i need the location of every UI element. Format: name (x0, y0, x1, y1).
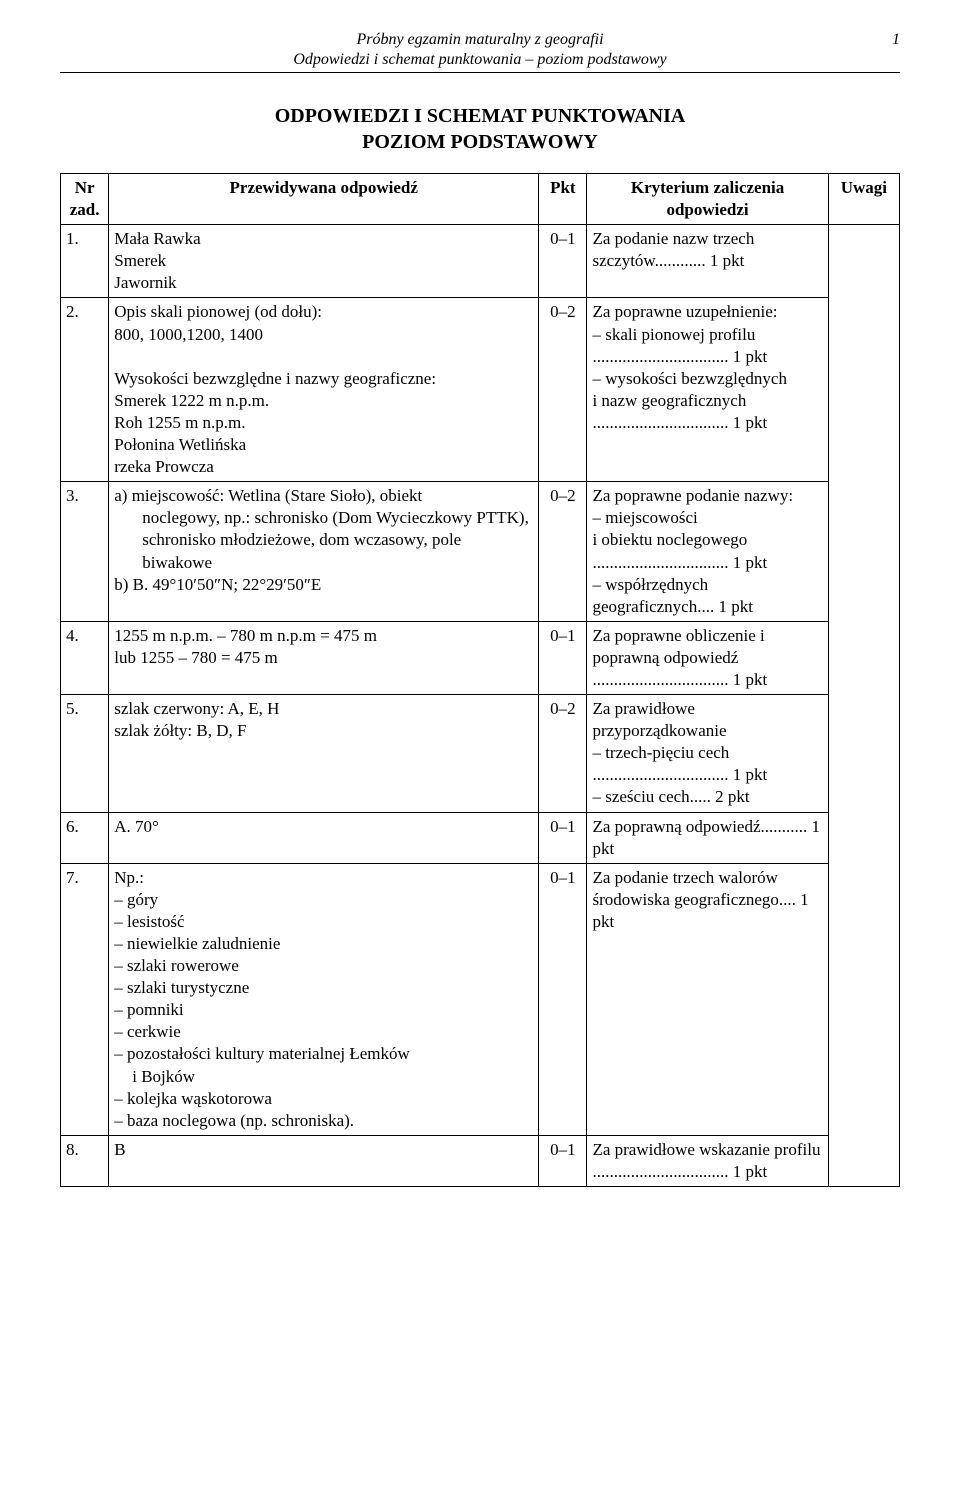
cell-kryterium: Za poprawną odpowiedź........... 1 pkt (587, 812, 828, 863)
header-line-2: Odpowiedzi i schemat punktowania – pozio… (293, 51, 666, 68)
col-header-kryt-line2: odpowiedzi (666, 200, 748, 219)
cell-uwagi (828, 225, 899, 1187)
cell-answer: Opis skali pionowej (od dołu):800, 1000,… (109, 298, 539, 482)
cell-pkt: 0–2 (539, 695, 587, 812)
table-row: 2. Opis skali pionowej (od dołu):800, 10… (61, 298, 900, 482)
col-header-pkt: Pkt (539, 174, 587, 225)
col-header-uwagi: Uwagi (828, 174, 899, 225)
cell-nr: 1. (61, 225, 109, 298)
cell-nr: 5. (61, 695, 109, 812)
table-row: 5. szlak czerwony: A, E, Hszlak żółty: B… (61, 695, 900, 812)
cell-kryterium: Za prawidłowe wskazanie profilu.........… (587, 1135, 828, 1186)
cell-answer: szlak czerwony: A, E, Hszlak żółty: B, D… (109, 695, 539, 812)
page-number: 1 (892, 30, 900, 50)
cell-pkt: 0–2 (539, 482, 587, 622)
title-line-1: ODPOWIEDZI I SCHEMAT PUNKTOWANIA (275, 105, 686, 127)
table-header-row: Nr zad. Przewidywana odpowiedź Pkt Kryte… (61, 174, 900, 225)
cell-nr: 7. (61, 863, 109, 1135)
answer-line-indent: i Bojków (114, 1066, 533, 1088)
cell-answer: Mała RawkaSmerekJawornik (109, 225, 539, 298)
cell-answer: Np.:– góry– lesistość– niewielkie zaludn… (109, 863, 539, 1135)
cell-answer: 1255 m n.p.m. – 780 m n.p.m = 475 mlub 1… (109, 621, 539, 694)
col-header-answer: Przewidywana odpowiedź (109, 174, 539, 225)
cell-pkt: 0–1 (539, 812, 587, 863)
answer-line: – kolejka wąskotorowa– baza noclegowa (n… (114, 1089, 354, 1130)
cell-kryterium: Za podanie trzech walorów środowiska geo… (587, 863, 828, 1135)
cell-answer: B (109, 1135, 539, 1186)
cell-nr: 3. (61, 482, 109, 622)
table-row: 1. Mała RawkaSmerekJawornik 0–1 Za podan… (61, 225, 900, 298)
cell-kryterium: Za poprawne obliczenie i poprawną odpowi… (587, 621, 828, 694)
cell-kryterium: Za poprawne podanie nazwy:– miejscowości… (587, 482, 828, 622)
table-row: 7. Np.:– góry– lesistość– niewielkie zal… (61, 863, 900, 1135)
cell-pkt: 0–1 (539, 621, 587, 694)
cell-nr: 6. (61, 812, 109, 863)
cell-pkt: 0–2 (539, 298, 587, 482)
cell-answer: a) miejscowość: Wetlina (Stare Sioło), o… (109, 482, 539, 622)
cell-kryterium: Za podanie nazw trzech szczytów.........… (587, 225, 828, 298)
document-title: ODPOWIEDZI I SCHEMAT PUNKTOWANIA POZIOM … (60, 103, 900, 155)
answer-line: Np.:– góry– lesistość– niewielkie zaludn… (114, 868, 410, 1064)
title-line-2: POZIOM PODSTAWOWY (362, 131, 598, 153)
col-header-nr: Nr zad. (61, 174, 109, 225)
col-header-kryterium: Kryterium zaliczenia odpowiedzi (587, 174, 828, 225)
table-row: 3. a) miejscowość: Wetlina (Stare Sioło)… (61, 482, 900, 622)
answer-line: b) B. 49°10′50″N; 22°29′50″E (114, 575, 321, 594)
cell-nr: 8. (61, 1135, 109, 1186)
table-row: 8. B 0–1 Za prawidłowe wskazanie profilu… (61, 1135, 900, 1186)
answer-line: a) miejscowość: Wetlina (Stare Sioło), o… (114, 486, 422, 505)
cell-pkt: 0–1 (539, 225, 587, 298)
cell-kryterium: Za prawidłowe przyporządkowanie– trzech-… (587, 695, 828, 812)
col-header-kryt-line1: Kryterium zaliczenia (631, 178, 784, 197)
cell-nr: 2. (61, 298, 109, 482)
answers-table: Nr zad. Przewidywana odpowiedź Pkt Kryte… (60, 173, 900, 1187)
page: 1 Próbny egzamin maturalny z geografii O… (0, 0, 960, 1227)
answer-line-indent: noclegowy, np.: schronisko (Dom Wycieczk… (114, 507, 533, 573)
page-header: 1 Próbny egzamin maturalny z geografii O… (60, 30, 900, 73)
table-row: 4. 1255 m n.p.m. – 780 m n.p.m = 475 mlu… (61, 621, 900, 694)
cell-pkt: 0–1 (539, 1135, 587, 1186)
cell-kryterium: Za poprawne uzupełnienie:– skali pionowe… (587, 298, 828, 482)
cell-nr: 4. (61, 621, 109, 694)
table-row: 6. A. 70° 0–1 Za poprawną odpowiedź.....… (61, 812, 900, 863)
cell-pkt: 0–1 (539, 863, 587, 1135)
cell-answer: A. 70° (109, 812, 539, 863)
header-line-1: Próbny egzamin maturalny z geografii (356, 31, 603, 48)
